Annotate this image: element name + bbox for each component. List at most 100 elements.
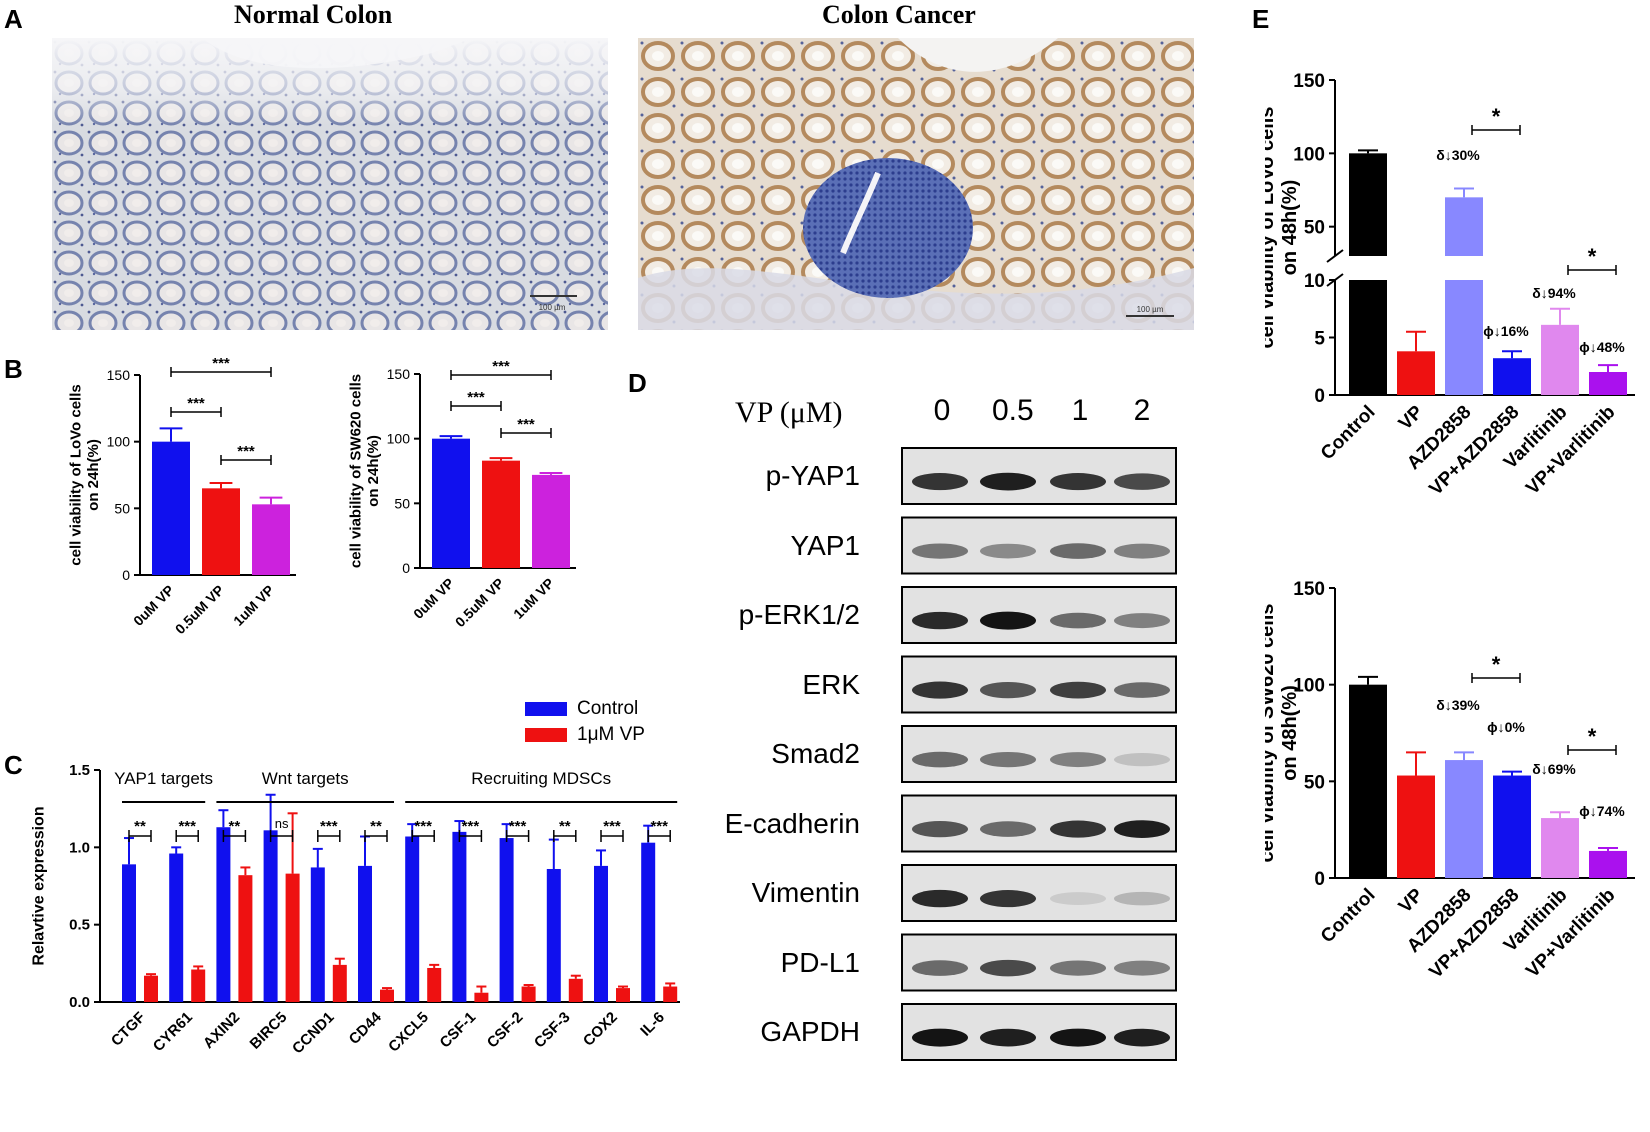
category-label: CCND1 [289,1009,338,1058]
bar [616,988,630,1002]
bar-annotation: δ↓39% [1436,697,1480,713]
blot-band [980,821,1036,837]
category-label: Control [1317,402,1380,465]
category-label: 0uM VP [130,582,177,629]
y-tick-label: 100 [107,434,131,450]
blot-band [1050,543,1106,559]
chart-b-right: 0 50 100 150 0uM VP0.5uM VP 1uM VP *** *** *** ce… [348,358,576,630]
sig-marker: *** [237,443,255,460]
blot-band [1050,820,1106,838]
bar [474,992,489,1002]
y-tick-label: 0 [122,567,130,583]
bar [594,865,608,1002]
blot-band [1114,891,1170,906]
bar [499,838,514,1002]
blot-band [1114,960,1170,976]
bar [568,978,583,1002]
blot-band [980,543,1036,559]
y-tick-label: 150 [1293,579,1325,600]
blot-band [912,960,968,976]
category-label: Control [1317,885,1380,948]
category-label: AXIN2 [200,1009,243,1052]
sig-marker: ** [229,818,241,835]
wb-protein-label: E-cadherin [724,807,860,839]
y-tick-label: 150 [1293,71,1325,92]
y-tick-label: 50 [1304,218,1325,239]
blot-band [1114,1028,1170,1047]
sig-marker: * [1492,104,1501,129]
bar-annotation: δ↓69% [1532,761,1576,777]
axis-break [1326,249,1344,263]
panel-label-a: A [4,4,23,34]
bar [1589,372,1627,395]
category-label: CXCL5 [385,1009,432,1056]
blot-band [912,1028,968,1047]
sig-marker: ** [134,818,146,835]
sig-marker: *** [492,358,510,375]
bar-upper [1349,153,1387,256]
colon-cancer-title: Colon Cancer [822,0,976,29]
blot-band [1050,960,1106,976]
category-label: CD44 [346,1008,386,1048]
blot-band [1050,612,1106,629]
y-tick-label: 0.5 [69,917,90,934]
blot-band [980,1028,1036,1047]
bar [216,827,231,1002]
blot-band [980,890,1036,908]
bar [310,867,325,1002]
scale-text-right: 100 µm [1137,305,1164,314]
bar [432,438,470,568]
y-tick-label: 5 [1314,329,1325,350]
legend-swatch-vp [525,728,567,742]
y-tick-label: 100 [1293,144,1325,165]
sig-marker: *** [178,818,196,835]
blot-band [980,682,1036,699]
bar [152,441,190,575]
legend-swatch-control [525,702,567,716]
category-label: CTGF [108,1009,149,1050]
ylabel-line: cell viability of LoVo cells [68,384,85,565]
blot-band [980,611,1036,630]
y-tick-label: 50 [114,500,130,516]
western-blot [901,447,1177,1061]
wb-concentration: 1 [1071,394,1089,427]
blot-band [912,543,968,559]
wb-protein-label: p-ERK1/2 [738,599,860,630]
sig-marker: *** [212,355,230,372]
sig-marker: *** [320,818,338,835]
bar [1397,775,1435,878]
bar-annotation: δ↓30% [1436,147,1480,163]
bar [191,969,206,1002]
blot-band [980,472,1036,491]
bar [169,853,184,1002]
group-label: YAP1 targets [114,769,213,788]
bar [1541,324,1579,395]
category-label: 1uM VP [510,575,557,622]
ylabel-line: Relavtive expression [31,806,48,965]
group-label: Wnt targets [262,769,349,788]
legend-text-vp: 1μM VP [577,724,645,745]
blot-band [912,473,968,491]
bar [482,460,520,568]
category-label: CSF-1 [437,1009,480,1052]
bar [663,986,678,1002]
bar [332,964,347,1002]
bar [546,868,561,1002]
y-tick-label: 100 [387,431,411,447]
blot-band [1114,613,1170,629]
category-label: CSF-3 [531,1009,574,1052]
sig-marker: *** [462,818,480,835]
wb-concentration: 0 [933,394,951,427]
ylabel-line: on 48h(%) [1279,180,1301,276]
colon-cancer-image: 100 µm [638,38,1194,330]
y-tick-label: 0.0 [69,994,90,1011]
wb-protein-label: PD-L1 [780,946,860,978]
category-label: BIRC5 [247,1009,291,1053]
blot-band [912,681,968,699]
wb-protein-label: Smad2 [771,738,860,769]
bar [358,865,372,1002]
blot-band [912,889,968,908]
chart-b-left: 0 50 100 150 0uM VP0.5uM VP 1uM VP *** *** *** ce… [68,355,296,637]
